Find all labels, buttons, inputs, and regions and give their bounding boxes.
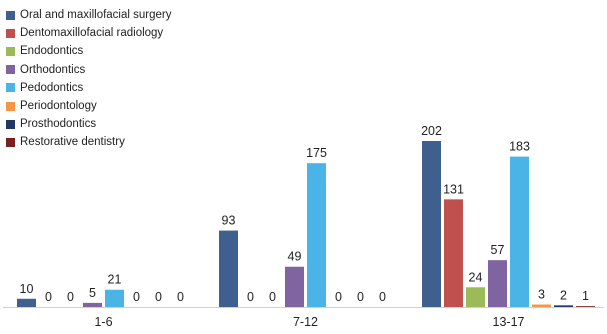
data-label: 5 xyxy=(89,286,96,300)
data-label: 0 xyxy=(177,290,184,304)
legend-label: Oral and maxillofacial surgery xyxy=(20,9,172,22)
bar xyxy=(488,260,507,307)
data-label: 131 xyxy=(443,182,464,196)
legend-swatch xyxy=(6,65,15,75)
data-label: 202 xyxy=(421,124,442,138)
data-label: 0 xyxy=(133,290,140,304)
legend-swatch xyxy=(6,101,15,111)
legend-item: Prosthodontics xyxy=(6,115,171,133)
bar xyxy=(422,141,441,307)
legend-label: Restorative dentistry xyxy=(20,136,125,149)
data-label: 0 xyxy=(67,290,74,304)
legend-item: Endodontics xyxy=(6,42,171,60)
legend-swatch xyxy=(6,83,15,93)
legend-label: Dentomaxillofacial radiology xyxy=(20,27,164,40)
legend-item: Pedodontics xyxy=(6,79,171,97)
legend-item: Restorative dentistry xyxy=(6,133,171,151)
bar xyxy=(466,287,485,307)
data-label: 0 xyxy=(357,290,364,304)
bar xyxy=(219,230,238,307)
data-label: 0 xyxy=(379,290,386,304)
legend-label: Orthodontics xyxy=(20,63,86,76)
legend-item: Dentomaxillofacial radiology xyxy=(6,24,171,42)
legend-swatch xyxy=(6,10,15,20)
legend-swatch xyxy=(6,28,15,38)
legend-swatch xyxy=(6,46,15,56)
x-tick-label: 13-17 xyxy=(493,315,525,329)
data-label: 21 xyxy=(108,273,122,287)
legend-label: Prosthodontics xyxy=(20,118,97,131)
data-label: 24 xyxy=(469,270,483,284)
data-label: 0 xyxy=(269,290,276,304)
bar xyxy=(83,302,102,307)
bar xyxy=(554,305,573,307)
legend-item: Oral and maxillofacial surgery xyxy=(6,6,171,24)
bar xyxy=(576,306,595,307)
bar xyxy=(285,266,304,307)
legend-label: Periodontology xyxy=(20,100,97,113)
bar xyxy=(307,163,326,307)
bar xyxy=(444,199,463,307)
data-label: 1 xyxy=(582,289,589,303)
data-label: 49 xyxy=(288,250,302,264)
data-label: 0 xyxy=(335,290,342,304)
data-label: 57 xyxy=(491,243,505,257)
legend-label: Endodontics xyxy=(20,45,84,58)
data-label: 93 xyxy=(222,214,236,228)
bar xyxy=(510,156,529,307)
legend-swatch xyxy=(6,137,15,147)
data-label: 2 xyxy=(560,288,567,302)
legend-item: Periodontology xyxy=(6,97,171,115)
data-label: 0 xyxy=(155,290,162,304)
legend-swatch xyxy=(6,119,15,129)
data-label: 183 xyxy=(509,140,530,154)
bar xyxy=(105,289,124,307)
bar xyxy=(532,304,551,307)
x-tick-label: 1-6 xyxy=(94,315,112,329)
legend-item: Orthodontics xyxy=(6,61,171,79)
x-tick-label: 7-12 xyxy=(293,315,318,329)
bar xyxy=(17,298,36,307)
data-label: 0 xyxy=(247,290,254,304)
data-label: 10 xyxy=(20,282,34,296)
data-label: 3 xyxy=(538,288,545,302)
data-label: 0 xyxy=(45,290,52,304)
data-label: 175 xyxy=(306,146,327,160)
legend: Oral and maxillofacial surgery Dentomaxil… xyxy=(6,6,171,152)
legend-label: Pedodontics xyxy=(20,81,84,94)
